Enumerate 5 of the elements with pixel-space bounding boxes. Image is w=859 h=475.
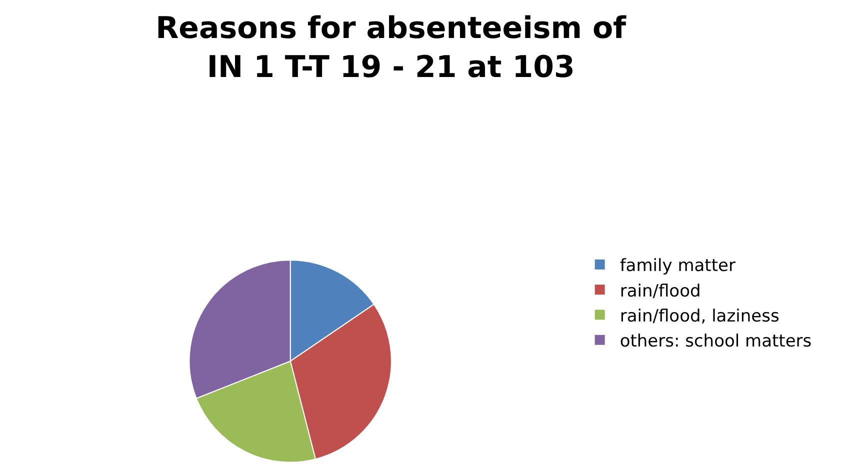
legend-label: rain/flood <box>620 281 701 302</box>
chart-title: Reasons for absenteeism of IN 1 T-T 19 - 21 at 103 <box>156 11 628 85</box>
legend-label: rain/flood, laziness <box>620 306 780 326</box>
legend-label: others: school matters <box>620 331 812 352</box>
legend-label: family matter <box>620 256 736 276</box>
